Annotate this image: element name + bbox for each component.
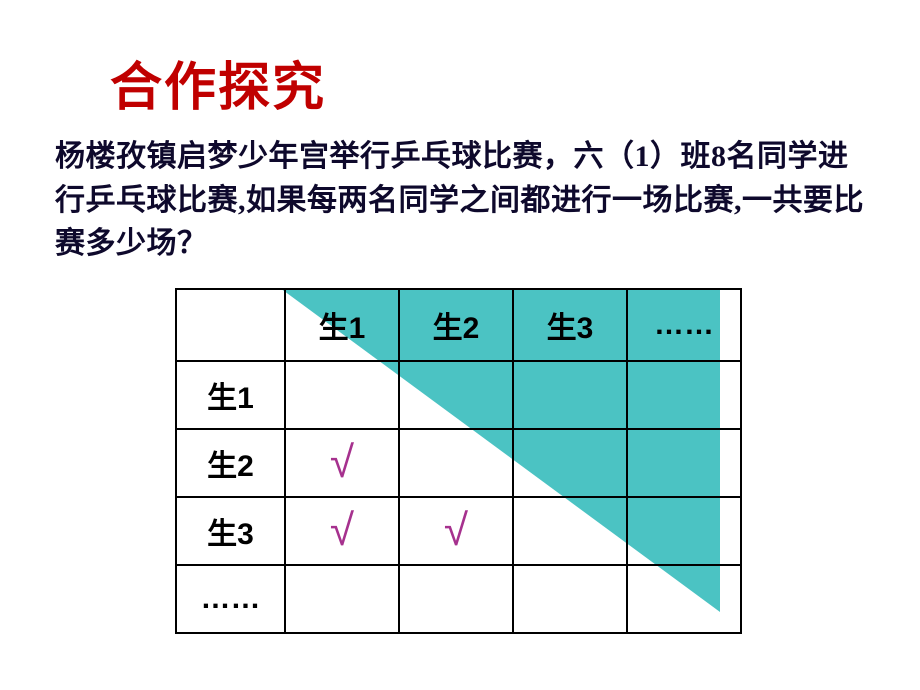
row-label-1: 生1	[176, 361, 285, 429]
cell	[399, 361, 513, 429]
match-table: 生1 生2 生3 …… 生1 生2 √ 生3 √	[175, 288, 742, 634]
cell	[513, 429, 627, 497]
question-text: 杨楼孜镇启梦少年宫举行乒乓球比赛，六（1）班8名同学进行乒乓球比赛,如果每两名同…	[55, 135, 875, 266]
table-row: 生1	[176, 361, 741, 429]
header-blank	[176, 289, 285, 361]
check-icon: √	[330, 506, 354, 555]
header-col-more: ……	[627, 289, 741, 361]
cell	[627, 497, 741, 565]
cell	[513, 565, 627, 633]
slide: 合作探究 杨楼孜镇启梦少年宫举行乒乓球比赛，六（1）班8名同学进行乒乓球比赛,如…	[0, 0, 920, 690]
cell-check: √	[399, 497, 513, 565]
table-header-row: 生1 生2 生3 ……	[176, 289, 741, 361]
cell	[513, 361, 627, 429]
cell	[399, 565, 513, 633]
table-container: 生1 生2 生3 …… 生1 生2 √ 生3 √	[175, 288, 742, 634]
row-label-3: 生3	[176, 497, 285, 565]
cell	[627, 361, 741, 429]
cell	[285, 361, 399, 429]
cell	[627, 429, 741, 497]
section-title: 合作探究	[110, 45, 326, 120]
table-row: 生2 √	[176, 429, 741, 497]
cell-check: √	[285, 429, 399, 497]
row-label-more: ……	[176, 565, 285, 633]
check-icon: √	[330, 438, 354, 487]
cell	[399, 429, 513, 497]
cell	[513, 497, 627, 565]
table-row: 生3 √ √	[176, 497, 741, 565]
cell-check: √	[285, 497, 399, 565]
check-icon: √	[444, 506, 468, 555]
table-row: ……	[176, 565, 741, 633]
header-col-2: 生2	[399, 289, 513, 361]
header-col-3: 生3	[513, 289, 627, 361]
header-col-1: 生1	[285, 289, 399, 361]
cell	[627, 565, 741, 633]
row-label-2: 生2	[176, 429, 285, 497]
cell	[285, 565, 399, 633]
